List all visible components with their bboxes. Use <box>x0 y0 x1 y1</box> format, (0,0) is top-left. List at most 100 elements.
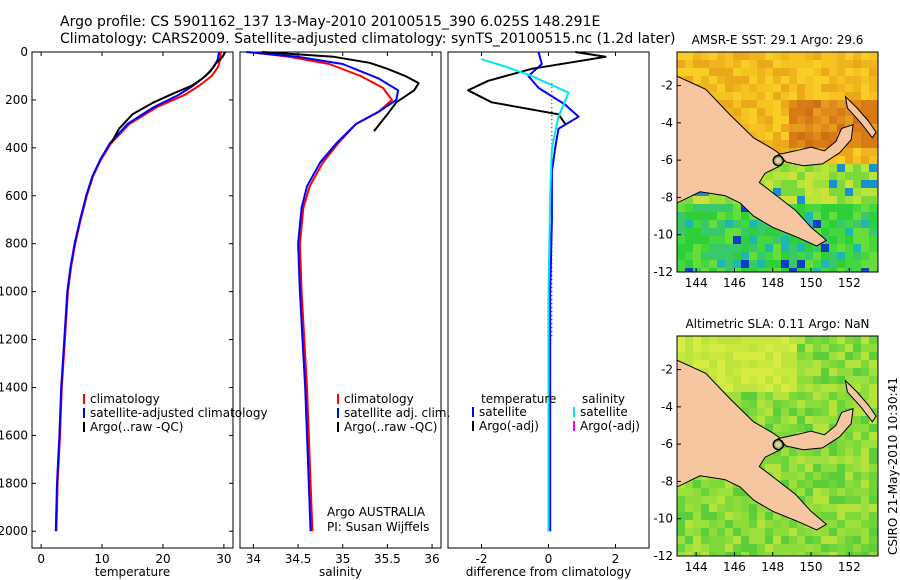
map_sst-cell <box>805 140 814 149</box>
diff-series-1 <box>467 51 607 125</box>
diff-legend-left-label-1: Argo(-adj) <box>479 419 539 433</box>
map_sla-cell <box>853 368 862 377</box>
map_sst-cell <box>717 84 726 93</box>
map_sst-cell <box>781 116 790 125</box>
map_sst-cell <box>805 180 814 189</box>
map_sla-cell <box>725 552 734 556</box>
map_sst-cell <box>733 84 742 93</box>
map_sst-cell <box>869 68 878 77</box>
map_sla-cell <box>837 472 846 481</box>
map_sla-cell <box>861 512 870 521</box>
temp-legend-label-2: Argo(..raw -QC) <box>90 420 183 434</box>
map_sst-cell <box>773 244 782 253</box>
map_sla-cell <box>813 384 822 393</box>
map_sst-cell <box>861 100 870 109</box>
map_sst-cell <box>813 164 822 173</box>
map_sla-cell <box>853 480 862 489</box>
map_sla-cell <box>741 384 750 393</box>
diff-legend-right-title: salinity <box>582 392 625 406</box>
map_sla-cell <box>725 504 734 513</box>
map_sla-cell <box>749 520 758 529</box>
map_sla-cell <box>861 520 870 529</box>
map_sst-cell <box>861 188 870 197</box>
map_sst-cell <box>845 172 854 181</box>
map_sst-cell <box>821 220 830 229</box>
map_sst-cell <box>685 52 694 61</box>
map_sst-cell <box>853 76 862 85</box>
map_sst-cell <box>813 260 822 269</box>
map_sst-cell <box>845 60 854 69</box>
map_sla-cell <box>861 472 870 481</box>
map_sla-cell <box>765 520 774 529</box>
map_sla-cell <box>685 344 694 353</box>
map_sla-cell <box>749 552 758 556</box>
map_sst-cell <box>685 236 694 245</box>
map_sst-cell <box>837 172 846 181</box>
map_sst-cell <box>765 180 774 189</box>
map_sla-cell <box>837 360 846 369</box>
map_sla-cell <box>741 360 750 369</box>
map_sla-cell <box>845 480 854 489</box>
map_sst-cell <box>693 68 702 77</box>
map_sst-cell <box>677 236 686 245</box>
map_sst-cell <box>797 132 806 141</box>
map_sst-cell <box>709 228 718 237</box>
map_sst-cell <box>813 180 822 189</box>
map_sla-cell <box>701 496 710 505</box>
map_sla-cell <box>845 528 854 537</box>
map_sla-cell <box>829 384 838 393</box>
map_sla-cell <box>837 504 846 513</box>
map_sst-cell <box>733 100 742 109</box>
map_sst-cell <box>717 196 726 205</box>
map_sst-cell <box>749 52 758 61</box>
map_sla-cell <box>773 512 782 521</box>
map_sla-cell <box>693 528 702 537</box>
map_sst-cell <box>733 212 742 221</box>
map_sla-cell <box>709 520 718 529</box>
map_sla-cell <box>717 376 726 385</box>
map_sst-cell <box>853 60 862 69</box>
map_sla-cell <box>757 552 766 556</box>
map_sla-cell <box>869 440 878 449</box>
map_sst-cell <box>805 172 814 181</box>
diff-legend-right-label-0: satellite <box>580 405 628 419</box>
map_sla-cell <box>781 456 790 465</box>
map_sla-cell <box>749 360 758 369</box>
map_sla-cell <box>797 528 806 537</box>
diff-legend-left-title: temperature <box>481 392 556 406</box>
map_sst-cell <box>725 236 734 245</box>
map_sla-cell <box>869 336 878 345</box>
map_sst-cell <box>805 132 814 141</box>
map_sst-cell <box>805 108 814 117</box>
map_sst-cell <box>685 212 694 221</box>
map_sst-cell <box>869 228 878 237</box>
map_sla-cell <box>829 480 838 489</box>
map_sla-cell <box>821 424 830 433</box>
map_sst-cell <box>821 100 830 109</box>
map_sla-cell <box>837 496 846 505</box>
sal-xtick-label-0: 34 <box>246 552 261 566</box>
map_sst-cell <box>741 52 750 61</box>
map_sla-cell <box>717 344 726 353</box>
map_sla-cell <box>765 456 774 465</box>
map_sst-cell <box>853 172 862 181</box>
map_sla-cell <box>797 408 806 417</box>
map_sst-cell <box>773 124 782 133</box>
map_sst-cell <box>813 100 822 109</box>
map_sst-cell <box>709 204 718 213</box>
map_sla-cell <box>845 504 854 513</box>
map_sla-cell <box>821 392 830 401</box>
map_sst-cell <box>741 228 750 237</box>
map_sla-cell <box>765 552 774 556</box>
map_sst-cell <box>821 244 830 253</box>
map_sla-cell <box>789 424 798 433</box>
map_sla-cell <box>733 544 742 553</box>
map_sla-cell <box>685 480 694 489</box>
map_sla-cell <box>781 416 790 425</box>
map_sla-cell <box>869 392 878 401</box>
map_sla-cell <box>725 384 734 393</box>
map_sst-cell <box>805 124 814 133</box>
map_sla-cell <box>781 368 790 377</box>
map_sst-cell <box>677 260 686 269</box>
map_sst-cell <box>781 52 790 61</box>
